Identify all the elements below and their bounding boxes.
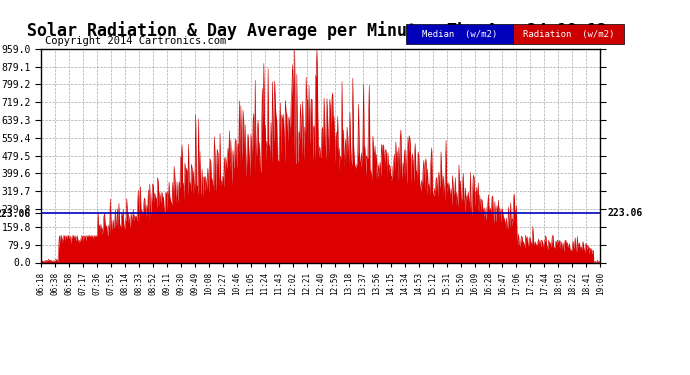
Text: Copyright 2014 Cartronics.com: Copyright 2014 Cartronics.com <box>45 36 226 46</box>
Text: 223.06: 223.06 <box>607 208 642 218</box>
Text: Median  (w/m2): Median (w/m2) <box>422 30 497 39</box>
Text: Radiation  (w/m2): Radiation (w/m2) <box>523 30 614 39</box>
Text: Solar Radiation & Day Average per Minute  Thu Apr 24 19:12: Solar Radiation & Day Average per Minute… <box>28 21 607 40</box>
